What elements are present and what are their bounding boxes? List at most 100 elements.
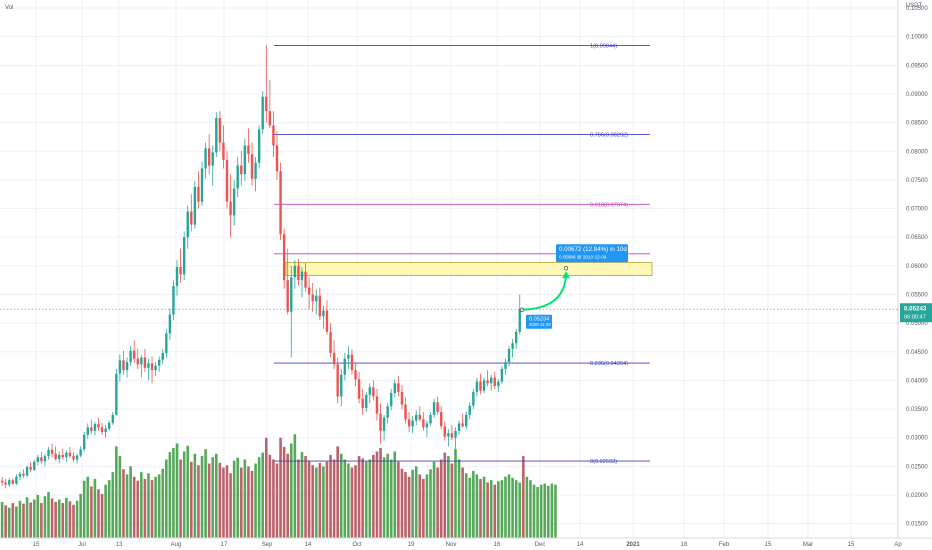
volume-bar [397,461,400,538]
price-axis-background [898,0,932,538]
volume-bar [379,448,382,538]
volume-bar [165,459,168,538]
candle-body [422,419,425,428]
projection-origin-callout [526,314,552,329]
volume-bar [136,480,140,538]
volume-bar [411,469,414,538]
price-tick-label: 0.04500 [906,350,928,356]
volume-bar [325,461,329,538]
projection-tool[interactable]: 0.00672 (12.84%) in 10d 0.05906 @ 2020-12… [519,244,628,329]
candle-body [482,380,486,391]
volume-bar [211,457,215,538]
price-axis-ticks[interactable]: 0.10500 0.10000 0.09500 0.09000 0.08500 0.080… [906,6,928,528]
volume-bar [454,449,457,538]
candle-body [33,461,36,470]
volume-bar [54,501,57,538]
price-tick-label: 0.10500 [906,6,928,12]
volume-bar [361,458,364,538]
time-tick-label: 15 [848,542,855,548]
candle-body [386,406,389,418]
candle-body [497,381,500,387]
candle-body [304,271,307,288]
volume-bar [104,484,107,538]
volume-bar [225,465,229,538]
volume-bar [479,478,482,538]
candle-body [375,396,379,414]
candle-body [4,482,7,485]
projection-end-handle[interactable] [563,266,569,271]
candle-body [357,379,361,399]
volume-bar [57,499,61,538]
candle-body [507,348,511,363]
volume-bar [472,470,475,538]
volume-bar [511,477,514,538]
volume-bar [347,463,350,538]
candle-body [129,350,132,363]
candle-body [379,413,382,431]
volume-bar [218,462,222,538]
volume-bar [322,466,325,538]
volume-bar [43,496,47,538]
time-axis-background [0,538,932,550]
volume-bar [247,466,250,538]
time-tick-label: Mar [803,542,813,548]
candle-body [472,391,475,406]
candle-body [265,96,268,112]
volume-indicator-label[interactable]: Vol [5,5,13,11]
candle-body [72,456,75,460]
time-tick-label: 16 [494,542,501,548]
fib-level-label: 0.236(0.04304) [590,361,628,367]
volume-bar [414,466,418,538]
volume-bar [393,451,397,538]
candle-body [104,428,107,433]
time-tick-label: 13 [116,542,123,548]
volume-bar [486,482,489,538]
volume-bar [107,480,111,538]
volume-bar [18,500,22,538]
volume-bar [375,451,379,538]
price-tick-label: 0.01500 [906,522,928,528]
candle-body [215,118,218,153]
volume-bar [329,454,332,538]
candle-body [307,287,311,295]
volume-bar [282,446,286,538]
candle-body [397,383,400,392]
candle-body [83,434,86,450]
volume-bars [0,434,557,538]
candle-body [365,394,368,408]
volume-bar [122,469,125,538]
fib-level-label: 1(0.09844) [590,44,617,50]
volume-bar [461,467,464,538]
volume-bar [50,498,54,538]
time-axis-ticks[interactable]: 15 Jul 13 Aug 17 Sep 14 Oct 19 Nov 16 Dec 14 2021 18 Fe… [33,542,903,548]
volume-bar [354,465,357,538]
candle-body [132,350,136,359]
volume-bar [140,472,143,538]
volume-bar [350,467,354,538]
time-tick-label: 18 [681,542,688,548]
volume-bar [364,461,368,538]
candle-body [232,188,236,216]
candle-body [368,387,372,395]
time-tick-label: 14 [577,542,584,548]
candle-body [236,165,239,189]
volume-bar [279,437,282,538]
candle-body [486,380,489,384]
volume-bar [243,459,247,538]
volume-bar [150,480,154,538]
price-tick-label: 0.05000 [906,321,928,327]
projection-start-handle[interactable] [519,307,525,312]
time-tick-label: Aug [171,542,182,548]
volume-bar [432,461,436,538]
volume-bar [232,460,236,538]
candle-body [468,405,471,415]
candle-body [157,359,161,366]
candle-body [489,377,493,384]
volume-bar [468,477,472,538]
candle-body [108,422,111,429]
fib-level-label: 0(0.02593) [590,459,617,465]
volume-bar [111,472,115,538]
candle-body [254,162,257,179]
